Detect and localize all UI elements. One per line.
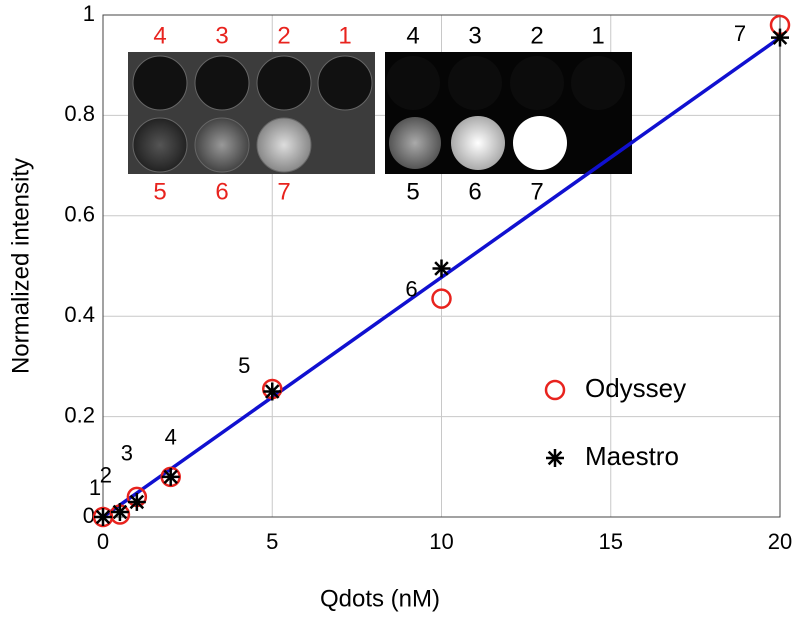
well (386, 56, 440, 110)
y-tick-label: 0.2 (64, 402, 95, 427)
y-tick-label: 0.6 (64, 202, 95, 227)
marker-circle (431, 288, 452, 309)
marker-asterisk (263, 382, 282, 401)
plot-frame (102, 14, 781, 518)
x-tick-label: 0 (97, 529, 109, 554)
y-tick-label: 1 (83, 1, 95, 26)
inset-right (385, 52, 632, 174)
asterisk-stroke (95, 509, 111, 525)
inset-left (128, 52, 375, 174)
point-label: 2 (100, 462, 112, 487)
inset-label: 7 (530, 178, 543, 205)
inset-label: 3 (215, 22, 228, 49)
well (389, 117, 441, 169)
point-label: 1 (89, 475, 101, 500)
inset-label: 6 (215, 178, 228, 205)
well (448, 56, 502, 110)
well (510, 56, 564, 110)
x-tick-label: 10 (429, 529, 453, 554)
point-label: 4 (165, 425, 177, 450)
well (194, 117, 250, 173)
inset-label: 1 (591, 22, 604, 49)
inset-label: 1 (338, 22, 351, 49)
well (317, 55, 373, 111)
x-tick-label: 20 (768, 529, 792, 554)
inset-label: 2 (277, 22, 290, 49)
x-axis-label: Qdots (nM) (320, 585, 440, 612)
inset-label: 6 (468, 178, 481, 205)
marker-asterisk (432, 259, 451, 278)
well (132, 55, 188, 111)
marker-asterisk (161, 467, 180, 486)
well (571, 56, 625, 110)
inset-label: 7 (277, 178, 290, 205)
asterisk-stroke (434, 261, 449, 276)
point-label: 6 (405, 276, 417, 301)
well (132, 117, 188, 173)
asterisk-stroke (772, 30, 788, 45)
inset-label: 5 (153, 178, 166, 205)
marker-asterisk (771, 28, 789, 47)
y-tick-label: 0.4 (64, 302, 95, 327)
inset-label: 2 (530, 22, 543, 49)
inset-label: 5 (406, 178, 419, 205)
asterisk-stroke (547, 450, 563, 466)
marker-asterisk (110, 502, 129, 521)
legend-label: Odyssey (585, 373, 686, 403)
well (451, 116, 505, 170)
y-tick-label: 0.8 (64, 101, 95, 126)
marker-asterisk (546, 449, 564, 467)
asterisk-stroke (265, 384, 280, 399)
marker-asterisk (127, 492, 146, 511)
y-tick-label: 0 (83, 503, 95, 528)
well (513, 116, 567, 170)
inset-label: 4 (406, 22, 419, 49)
marker-asterisk (94, 508, 112, 526)
y-axis-label: Normalized intensity (7, 158, 34, 374)
x-tick-label: 5 (266, 529, 278, 554)
point-label: 5 (238, 353, 250, 378)
well (256, 117, 312, 173)
asterisk-stroke (112, 504, 128, 520)
legend-label: Maestro (585, 441, 679, 471)
point-label: 3 (121, 441, 133, 466)
asterisk-stroke (163, 469, 178, 485)
point-label: 7 (734, 21, 746, 46)
inset-label: 4 (153, 22, 166, 49)
marker-circle (544, 379, 566, 401)
inset-label: 3 (468, 22, 481, 49)
x-tick-label: 15 (599, 529, 623, 554)
well (256, 55, 312, 111)
well (194, 55, 250, 111)
asterisk-stroke (129, 494, 145, 510)
